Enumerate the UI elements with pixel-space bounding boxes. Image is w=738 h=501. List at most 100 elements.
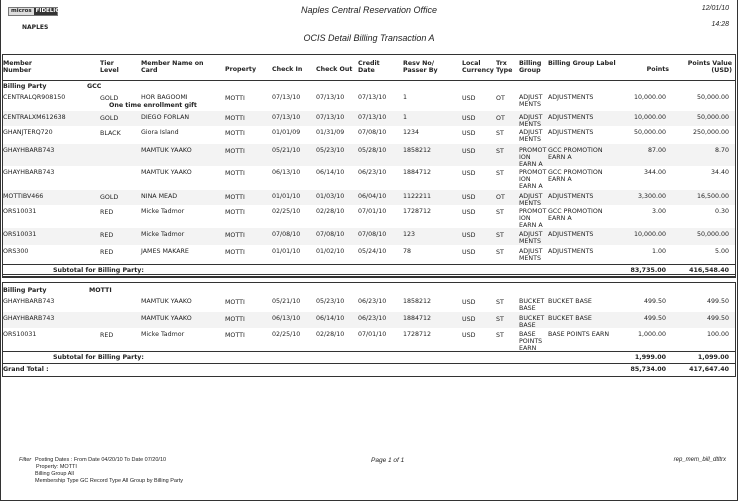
cell: 07/01/10 xyxy=(358,208,387,215)
cell: 0.30 xyxy=(714,208,729,215)
cell: ADJUST MENTS xyxy=(519,248,543,262)
cell: PROMOT ION EARN A xyxy=(519,208,547,229)
grand-total-row: Grand Total : 85,734.00 417,647.40 xyxy=(3,363,735,376)
cell: 06/23/10 xyxy=(358,298,387,305)
cell: 83,735.00 xyxy=(630,267,666,274)
cell: 499.50 xyxy=(643,315,666,322)
cell: 01/01/09 xyxy=(272,129,301,136)
cell: USD xyxy=(462,170,476,177)
cell: USD xyxy=(462,299,476,306)
cell: 10,000.00 xyxy=(633,94,666,101)
cell: ADJUSTMENTS xyxy=(548,248,594,255)
cell: Micke Tadmor xyxy=(141,231,185,238)
cell: OT xyxy=(496,194,505,201)
cell: GCC PROMOTION EARN A xyxy=(548,208,603,222)
cell: MOTTI xyxy=(225,194,245,201)
cell: 10,000.00 xyxy=(633,114,666,121)
cell: 05/23/10 xyxy=(316,298,345,305)
cell: 5.00 xyxy=(714,248,729,255)
cell: ORS10031 xyxy=(3,231,37,238)
cell: ADJUST MENTS xyxy=(519,231,543,245)
filter-details: Posting Dates : From Date 04/20/10 To Da… xyxy=(35,457,183,485)
cell: GHAYHBARB743 xyxy=(3,147,55,154)
table-row: ORS10031 RED Micke Tadmor MOTTI 02/25/10 02/2… xyxy=(3,328,735,352)
cell: USD xyxy=(462,194,476,201)
cell: BLACK xyxy=(100,130,121,137)
micros-fidelio-logo: micros FIDELIO xyxy=(8,7,60,16)
table-row: GHAYHBARB743 MAMTUK YAAKO MOTTI 05/21/10 05/… xyxy=(3,144,735,168)
column-header: Member Name on Card xyxy=(141,60,204,74)
cell: BASE POINTS EARN xyxy=(548,331,610,338)
cell: RED xyxy=(100,209,114,216)
cell: GOLD xyxy=(100,194,119,201)
grand-total-label: Grand Total : xyxy=(3,366,49,373)
cell: 06/04/10 xyxy=(358,193,387,200)
cell: PROMOT ION EARN A xyxy=(519,147,547,168)
cell: 02/28/10 xyxy=(316,331,345,338)
cell: 416,548.40 xyxy=(689,267,729,274)
cell: GCC PROMOTION EARN A xyxy=(548,147,603,161)
cell: ST xyxy=(496,299,504,306)
filter-line: Property: MOTTI xyxy=(36,464,77,470)
page-number: Page 1 of 1 xyxy=(371,457,405,464)
cell: USD xyxy=(462,209,476,216)
filter-line: Posting Dates : From Date 04/20/10 To Da… xyxy=(35,457,167,463)
table-row: CENTRALQR908150 GOLD HOR BAGOOMI MOTTI 07/13… xyxy=(3,91,735,111)
cell: 344.00 xyxy=(643,169,666,176)
cell: ST xyxy=(496,316,504,323)
cell: 87.00 xyxy=(647,147,666,154)
cell: 06/14/10 xyxy=(316,169,345,176)
cell: 01/02/10 xyxy=(316,248,345,255)
cell: 06/23/10 xyxy=(358,315,387,322)
cell: 250,000.00 xyxy=(692,129,729,136)
cell: 06/23/10 xyxy=(358,169,387,176)
logo-left: micros xyxy=(9,8,34,15)
cell: RED xyxy=(100,249,114,256)
cell: MOTTI xyxy=(225,170,245,177)
cell: 8.70 xyxy=(714,147,729,154)
cell: 50,000.00 xyxy=(696,94,729,101)
subtotal-row: Subtotal for Billing Party: 1,999.00 1,099… xyxy=(3,351,735,363)
cell: USD xyxy=(462,148,476,155)
column-header: Billing Group xyxy=(519,60,542,74)
cell: 01/01/10 xyxy=(272,248,301,255)
row-note: One time enrollment gift xyxy=(109,102,197,109)
cell: JAMES MAKARE xyxy=(141,248,189,255)
cell: 05/23/10 xyxy=(316,147,345,154)
column-header: Property xyxy=(225,66,257,73)
billing-party-header: Billing Party GCC xyxy=(3,81,735,91)
cell: 123 xyxy=(403,231,416,238)
cell: ST xyxy=(496,232,504,239)
cell: BUCKET BASE xyxy=(548,298,592,305)
cell: 05/21/10 xyxy=(272,298,301,305)
cell: MAMTUK YAAKO xyxy=(141,315,192,322)
cell: 07/08/10 xyxy=(358,231,387,238)
column-header: Local Currency xyxy=(462,60,494,74)
cell: Giora Island xyxy=(141,129,179,136)
cell: 3,300.00 xyxy=(637,193,666,200)
column-header: Credit Date xyxy=(358,60,380,74)
cell: RED xyxy=(100,232,114,239)
cell: 499.50 xyxy=(706,298,729,305)
cell: ADJUSTMENTS xyxy=(548,94,594,101)
column-header: Billing Group Label xyxy=(548,60,616,67)
cell: ADJUST MENTS xyxy=(519,193,543,207)
column-header: Check In xyxy=(272,66,303,73)
table-row: GHANJTERQ720 BLACK Giora Island MOTTI 01/01/… xyxy=(3,126,735,144)
cell: MOTTI xyxy=(225,209,245,216)
cell: Micke Tadmor xyxy=(141,331,185,338)
subtotal-divider xyxy=(2,351,736,352)
cell: ST xyxy=(496,209,504,216)
cell: 10,000.00 xyxy=(633,231,666,238)
cell: 1122211 xyxy=(403,193,432,200)
cell: ORS10031 xyxy=(3,208,37,215)
cell: USD xyxy=(462,249,476,256)
cell: BASE POINTS EARN xyxy=(519,331,543,352)
cell: 06/13/10 xyxy=(272,169,301,176)
table-row: GHAYHBARB743 MAMTUK YAAKO MOTTI 06/13/10 06/… xyxy=(3,312,735,329)
cell: MOTTI xyxy=(225,232,245,239)
cell: 06/14/10 xyxy=(316,315,345,322)
cell: GHAYHBARB743 xyxy=(3,298,55,305)
cell: 417,647.40 xyxy=(689,366,729,373)
cell: ADJUST MENTS xyxy=(519,114,543,128)
